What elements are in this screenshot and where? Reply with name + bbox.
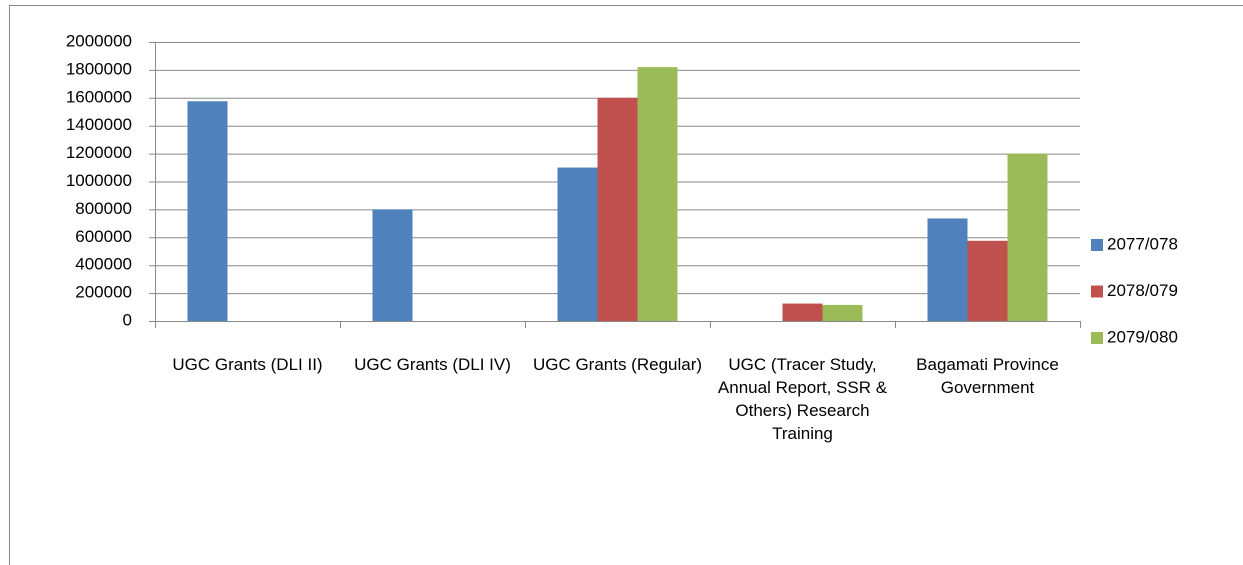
bar [927,218,968,321]
y-tick-label: 0 [123,310,132,329]
bar [372,209,413,321]
bar [557,167,598,321]
chart-border [9,5,1243,565]
legend-label: 2078/079 [1107,281,1178,300]
bar [597,97,638,321]
x-tick-label: UGC Grants (DLI II) [172,355,323,374]
legend-swatch [1091,285,1103,298]
y-tick-label: 1200000 [66,143,132,162]
legend-label: 2077/078 [1107,234,1178,253]
x-tick-label: Bagamati Province Government [916,355,1059,397]
bar [637,67,678,321]
x-tick-label: UGC (Tracer Study, Annual Report, SSR & … [717,355,888,443]
bar [822,304,863,321]
bar [967,240,1008,321]
y-tick-label: 1400000 [66,115,132,134]
y-tick-label: 1000000 [66,171,132,190]
legend-swatch [1091,332,1103,344]
y-tick-label: 800000 [75,199,132,218]
y-tick-label: 200000 [75,283,132,302]
x-tick-label: UGC Grants (Regular) [532,355,703,374]
legend-swatch [1091,239,1103,251]
y-tick-label: 2000000 [66,31,132,50]
bar [187,101,228,321]
y-tick-label: 400000 [75,255,132,274]
y-tick-label: 1600000 [66,87,132,106]
y-tick-label: 1800000 [66,59,132,78]
y-tick-label: 600000 [75,227,132,246]
legend-label: 2079/080 [1107,327,1178,346]
x-tick-label: UGC Grants (DLI IV) [354,355,511,374]
bar [1007,153,1048,321]
bar [782,303,823,321]
